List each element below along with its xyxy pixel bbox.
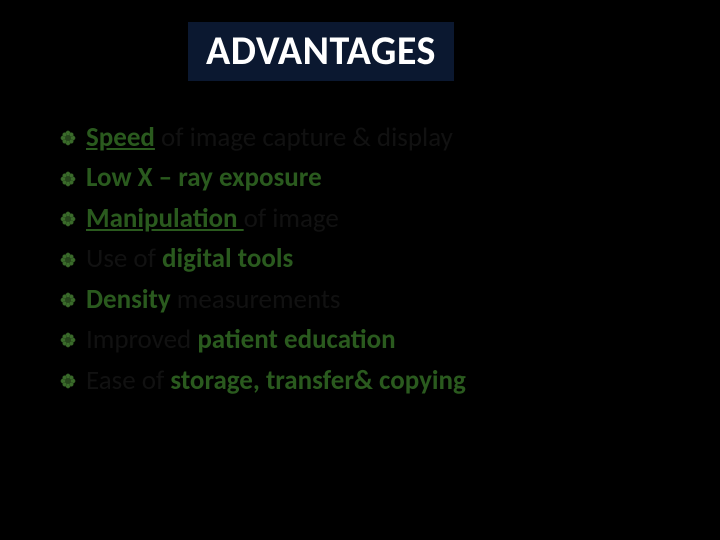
text-run: of image capture & display — [155, 121, 453, 154]
list-item-text: Use of digital tools — [86, 241, 293, 277]
advantages-list: Speed of image capture & display Low X –… — [60, 120, 660, 403]
list-item: Manipulation of image — [60, 201, 660, 237]
flower-bullet-icon — [60, 211, 76, 227]
title-box: ADVANTAGES — [188, 22, 454, 81]
flower-bullet-icon — [60, 292, 76, 308]
list-item-text: Density measurements — [86, 282, 340, 318]
list-item-text: Manipulation of image — [86, 201, 339, 237]
list-item: Low X – ray exposure — [60, 160, 660, 196]
list-item: Density measurements — [60, 282, 660, 318]
flower-bullet-icon — [60, 332, 76, 348]
text-run: Use of — [86, 242, 162, 275]
list-item: Speed of image capture & display — [60, 120, 660, 156]
list-item: Ease of storage, transfer& copying — [60, 363, 660, 399]
text-run: patient education — [197, 323, 395, 356]
text-run: storage, transfer& copying — [170, 364, 465, 397]
list-item-text: Speed of image capture & display — [86, 120, 453, 156]
text-run: Speed — [86, 121, 155, 154]
flower-bullet-icon — [60, 252, 76, 268]
text-run: Low X – ray exposure — [86, 161, 322, 194]
text-run: Ease of — [86, 364, 170, 397]
text-run: Improved — [86, 323, 197, 356]
text-run: digital tools — [162, 242, 293, 275]
text-run: Manipulation — [86, 202, 244, 235]
flower-bullet-icon — [60, 130, 76, 146]
text-run: of image — [244, 202, 339, 235]
text-run: Density — [86, 283, 177, 316]
flower-bullet-icon — [60, 171, 76, 187]
list-item: Use of digital tools — [60, 241, 660, 277]
list-item-text: Ease of storage, transfer& copying — [86, 363, 466, 399]
title-text: ADVANTAGES — [206, 26, 436, 75]
flower-bullet-icon — [60, 373, 76, 389]
text-run: measurements — [177, 283, 341, 316]
list-item: Improved patient education — [60, 322, 660, 358]
list-item-text: Low X – ray exposure — [86, 160, 322, 196]
list-item-text: Improved patient education — [86, 322, 396, 358]
slide: ADVANTAGES Speed of image capture & disp… — [0, 0, 720, 540]
